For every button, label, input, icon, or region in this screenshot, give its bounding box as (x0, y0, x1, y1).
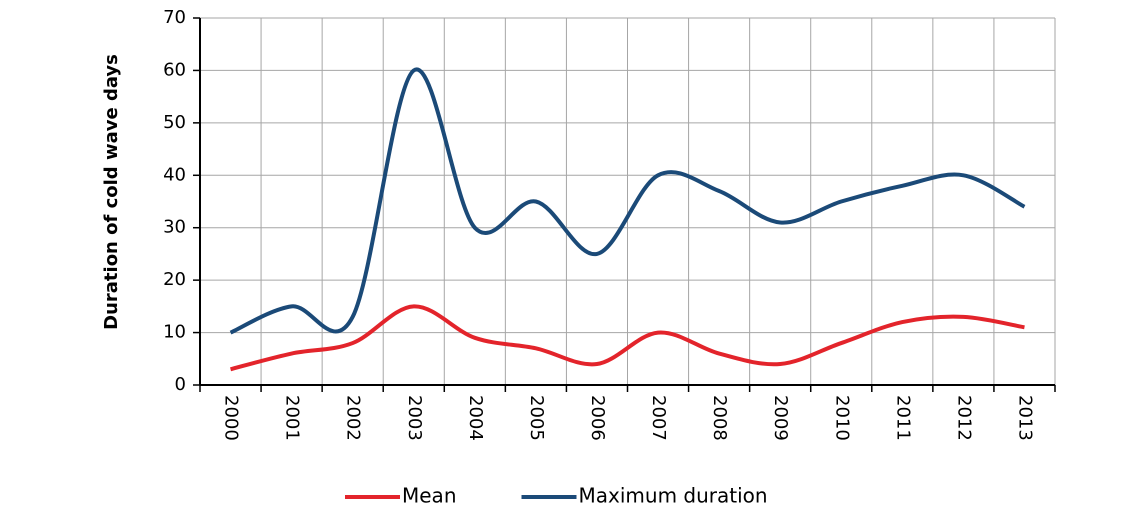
x-tick-label: 2005 (526, 395, 547, 441)
y-tick-label: 40 (163, 164, 186, 185)
y-tick-label: 70 (163, 7, 186, 28)
legend-label: Maximum duration (579, 484, 768, 508)
x-tick-label: 2001 (282, 395, 303, 441)
x-tick-label: 2003 (404, 395, 425, 441)
x-tick-label: 2012 (953, 395, 974, 441)
y-tick-label: 20 (163, 269, 186, 290)
x-tick-label: 2009 (770, 395, 791, 441)
y-axis-label: Duration of cold wave days (101, 54, 122, 330)
x-tick-label: 2008 (709, 395, 730, 441)
line-series (230, 304, 1025, 372)
line-series (229, 67, 1026, 335)
x-tick-label: 2013 (1014, 395, 1035, 441)
x-tick-label: 2000 (221, 395, 242, 441)
y-tick-label: 60 (163, 59, 186, 80)
y-tick-label: 50 (163, 112, 186, 133)
x-tick-label: 2010 (831, 395, 852, 441)
y-tick-label: 0 (175, 374, 186, 395)
x-tick-label: 2006 (587, 395, 608, 441)
x-tick-label: 2002 (343, 395, 364, 441)
x-tick-label: 2004 (465, 395, 486, 441)
y-tick-label: 10 (163, 322, 186, 343)
x-tick-label: 2011 (892, 395, 913, 441)
legend-label: Mean (402, 484, 457, 508)
x-tick-label: 2007 (648, 395, 669, 441)
y-tick-label: 30 (163, 217, 186, 238)
